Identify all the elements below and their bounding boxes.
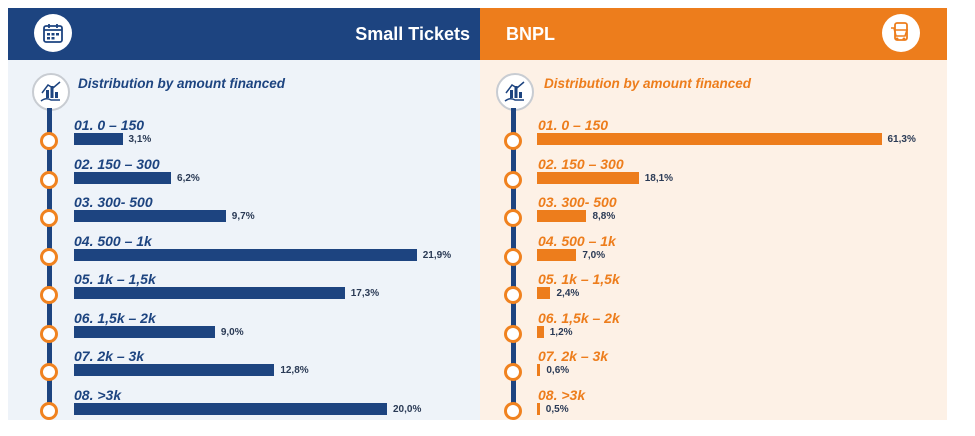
bar: [74, 210, 226, 222]
bar: [74, 133, 123, 145]
category-label: 08. >3k: [538, 386, 586, 403]
bar-row: 07. 2k – 3k 12,8%: [8, 348, 480, 386]
category-label: 05. 1k – 1,5k: [538, 271, 620, 287]
bnpl-header: BNPL: [480, 8, 947, 60]
bar-row: 03. 300- 500 8,8%: [480, 194, 947, 232]
value-label: 8,8%: [592, 211, 616, 222]
bar: [537, 402, 540, 415]
value-label: 20,0%: [393, 403, 422, 415]
value-label: 9,0%: [220, 326, 244, 338]
value-label: 1,2%: [549, 326, 573, 338]
bnpl-title: BNPL: [506, 24, 555, 44]
bar: [74, 171, 172, 184]
category-label: 07. 2k – 3k: [74, 348, 145, 364]
bnpl-panel: BNPL Distribution by amount financed 01.…: [480, 8, 947, 420]
timeline-node: [504, 324, 522, 343]
bar: [74, 402, 387, 415]
bar: [537, 210, 587, 222]
bnpl-bars: 01. 0 – 150 61,3% 02. 150 – 300 18,1% 03. 30…: [480, 8, 947, 420]
value-label: 3,1%: [128, 134, 152, 145]
value-label: 21,9%: [422, 249, 452, 261]
category-label: 04. 500 – 1k: [538, 232, 616, 249]
timeline-node: [504, 132, 522, 150]
bar: [537, 364, 541, 376]
value-label: 17,3%: [350, 288, 380, 299]
timeline-node: [40, 286, 58, 304]
category-label: 02. 150 – 300: [538, 155, 624, 172]
category-label: 03. 300- 500: [538, 194, 617, 210]
bar: [74, 325, 215, 338]
value-label: 12,8%: [280, 365, 309, 376]
timeline-node: [504, 401, 522, 420]
bar: [537, 248, 577, 261]
timeline-node: [504, 209, 522, 227]
small-tickets-panel: Small Tickets Distribution by amount fin…: [8, 8, 480, 420]
value-label: 0,6%: [546, 365, 570, 376]
timeline-node: [504, 247, 522, 266]
category-label: 06. 1,5k – 2k: [74, 309, 156, 326]
bar-row: 06. 1,5k – 2k 9,0%: [8, 310, 480, 348]
calendar-icon: [34, 14, 72, 52]
value-label: 61,3%: [887, 134, 916, 145]
bar: [537, 325, 544, 338]
bar-row: 06. 1,5k – 2k 1,2%: [480, 310, 947, 348]
value-label: 0,5%: [545, 403, 569, 415]
small-tickets-title: Small Tickets: [355, 24, 470, 44]
value-label: 9,7%: [231, 211, 255, 222]
category-label: 07. 2k – 3k: [538, 348, 609, 364]
bar-row: 05. 1k – 1,5k 17,3%: [8, 271, 480, 309]
bar-row: 07. 2k – 3k 0,6%: [480, 348, 947, 386]
small-tickets-subtitle: Distribution by amount financed: [78, 76, 286, 91]
value-label: 6,2%: [177, 172, 200, 184]
timeline-node: [40, 209, 58, 227]
bar-row: 04. 500 – 1k 7,0%: [480, 233, 947, 271]
value-label: 7,0%: [582, 249, 606, 261]
bar-row: 08. >3k 20,0%: [8, 387, 480, 425]
timeline-node: [40, 324, 58, 343]
category-label: 03. 300- 500: [74, 194, 153, 210]
category-label: 05. 1k – 1,5k: [74, 271, 156, 287]
shopping-cart-icon: [882, 14, 920, 52]
small-tickets-header: Small Tickets: [8, 8, 480, 60]
timeline-node: [40, 247, 58, 266]
timeline-node: [504, 363, 522, 381]
timeline-node: [504, 170, 522, 189]
bar-row: 05. 1k – 1,5k 2,4%: [480, 271, 947, 309]
timeline-node: [40, 401, 58, 420]
bar-row: 03. 300- 500 9,7%: [8, 194, 480, 232]
value-label: 2,4%: [556, 288, 580, 299]
bar: [74, 248, 417, 261]
bar: [537, 133, 882, 145]
category-label: 04. 500 – 1k: [74, 232, 152, 249]
bar-row: 02. 150 – 300 6,2%: [8, 156, 480, 194]
bar-row: 01. 0 – 150 61,3%: [480, 117, 947, 155]
bar-row: 08. >3k 0,5%: [480, 387, 947, 425]
bar: [74, 287, 345, 299]
bar: [537, 171, 639, 184]
bar: [74, 364, 275, 376]
category-label: 01. 0 – 150: [538, 117, 609, 133]
value-label: 18,1%: [644, 172, 674, 184]
category-label: 08. >3k: [74, 386, 122, 403]
timeline-node: [40, 170, 58, 189]
category-label: 06. 1,5k – 2k: [538, 309, 620, 326]
category-label: 02. 150 – 300: [74, 155, 160, 172]
bar-row: 01. 0 – 150 3,1%: [8, 117, 480, 155]
bar: [537, 287, 551, 299]
bar-row: 04. 500 – 1k 21,9%: [8, 233, 480, 271]
hand-chart-icon: [496, 73, 534, 111]
bnpl-subtitle: Distribution by amount financed: [544, 76, 752, 91]
timeline-node: [504, 286, 522, 304]
bar-row: 02. 150 – 300 18,1%: [480, 156, 947, 194]
category-label: 01. 0 – 150: [74, 117, 145, 133]
timeline-node: [40, 132, 58, 150]
timeline-node: [40, 363, 58, 381]
small-tickets-bars: 01. 0 – 150 3,1% 02. 150 – 300 6,2% 03. 300-…: [8, 8, 480, 420]
